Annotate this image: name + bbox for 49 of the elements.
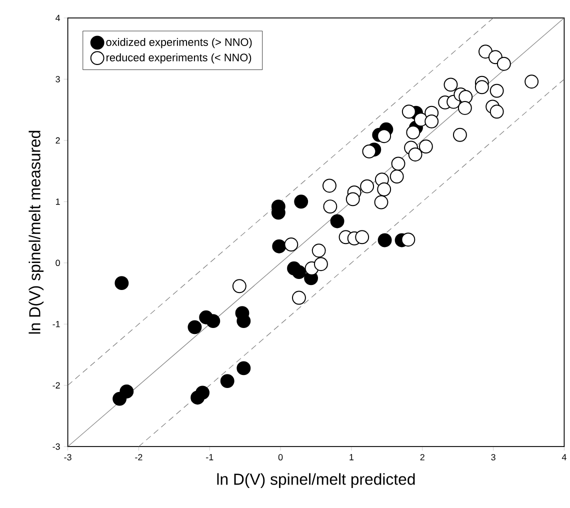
- point: [292, 264, 306, 279]
- legend-label: reduced experiments (< NNO): [106, 53, 252, 64]
- point: [314, 256, 328, 271]
- point: [346, 192, 360, 206]
- y-tick-label: 3: [56, 76, 60, 82]
- y-tick-label: 4: [56, 14, 60, 21]
- x-tick-label: 3: [491, 454, 496, 460]
- point: [391, 156, 406, 170]
- point: [406, 125, 420, 140]
- point: [378, 233, 392, 248]
- point: [496, 56, 511, 71]
- x-tick-label: 4: [562, 454, 566, 460]
- y-axis-title: ln D(V) spinel/melt measured: [28, 130, 44, 334]
- point: [360, 179, 374, 194]
- point: [206, 314, 220, 328]
- point: [220, 374, 234, 388]
- x-tick-label: -3: [64, 454, 72, 460]
- point: [355, 230, 370, 244]
- point: [236, 361, 251, 375]
- x-tick-label: -1: [206, 454, 214, 460]
- x-tick-label: 1: [350, 454, 354, 460]
- point: [272, 239, 286, 254]
- point: [377, 128, 392, 143]
- y-tick-label: 0: [56, 260, 60, 266]
- point: [330, 214, 344, 228]
- point: [188, 320, 202, 334]
- y-tick-label: 1: [56, 198, 60, 205]
- point: [401, 232, 416, 246]
- point: [474, 80, 489, 94]
- x-tick-label: 0: [278, 454, 283, 460]
- y-tick-label: -1: [52, 320, 60, 327]
- y-tick-label: -3: [52, 443, 60, 450]
- point: [362, 144, 376, 158]
- x-tick-label: -2: [135, 454, 142, 460]
- point: [196, 386, 210, 400]
- y-tick-label: -2: [52, 382, 60, 388]
- point: [114, 276, 129, 290]
- legend-label: oxidized experiments (> NNO): [106, 38, 252, 48]
- point: [458, 100, 472, 115]
- x-axis-title: ln D(V) spinel/melt predicted: [217, 473, 415, 488]
- point: [402, 104, 416, 118]
- y-tick-label: 2: [56, 137, 60, 144]
- point: [120, 384, 134, 398]
- point: [408, 147, 422, 162]
- point: [294, 194, 308, 208]
- point: [377, 182, 392, 196]
- point: [424, 114, 439, 128]
- point: [490, 104, 504, 118]
- x-tick-label: 2: [420, 454, 424, 460]
